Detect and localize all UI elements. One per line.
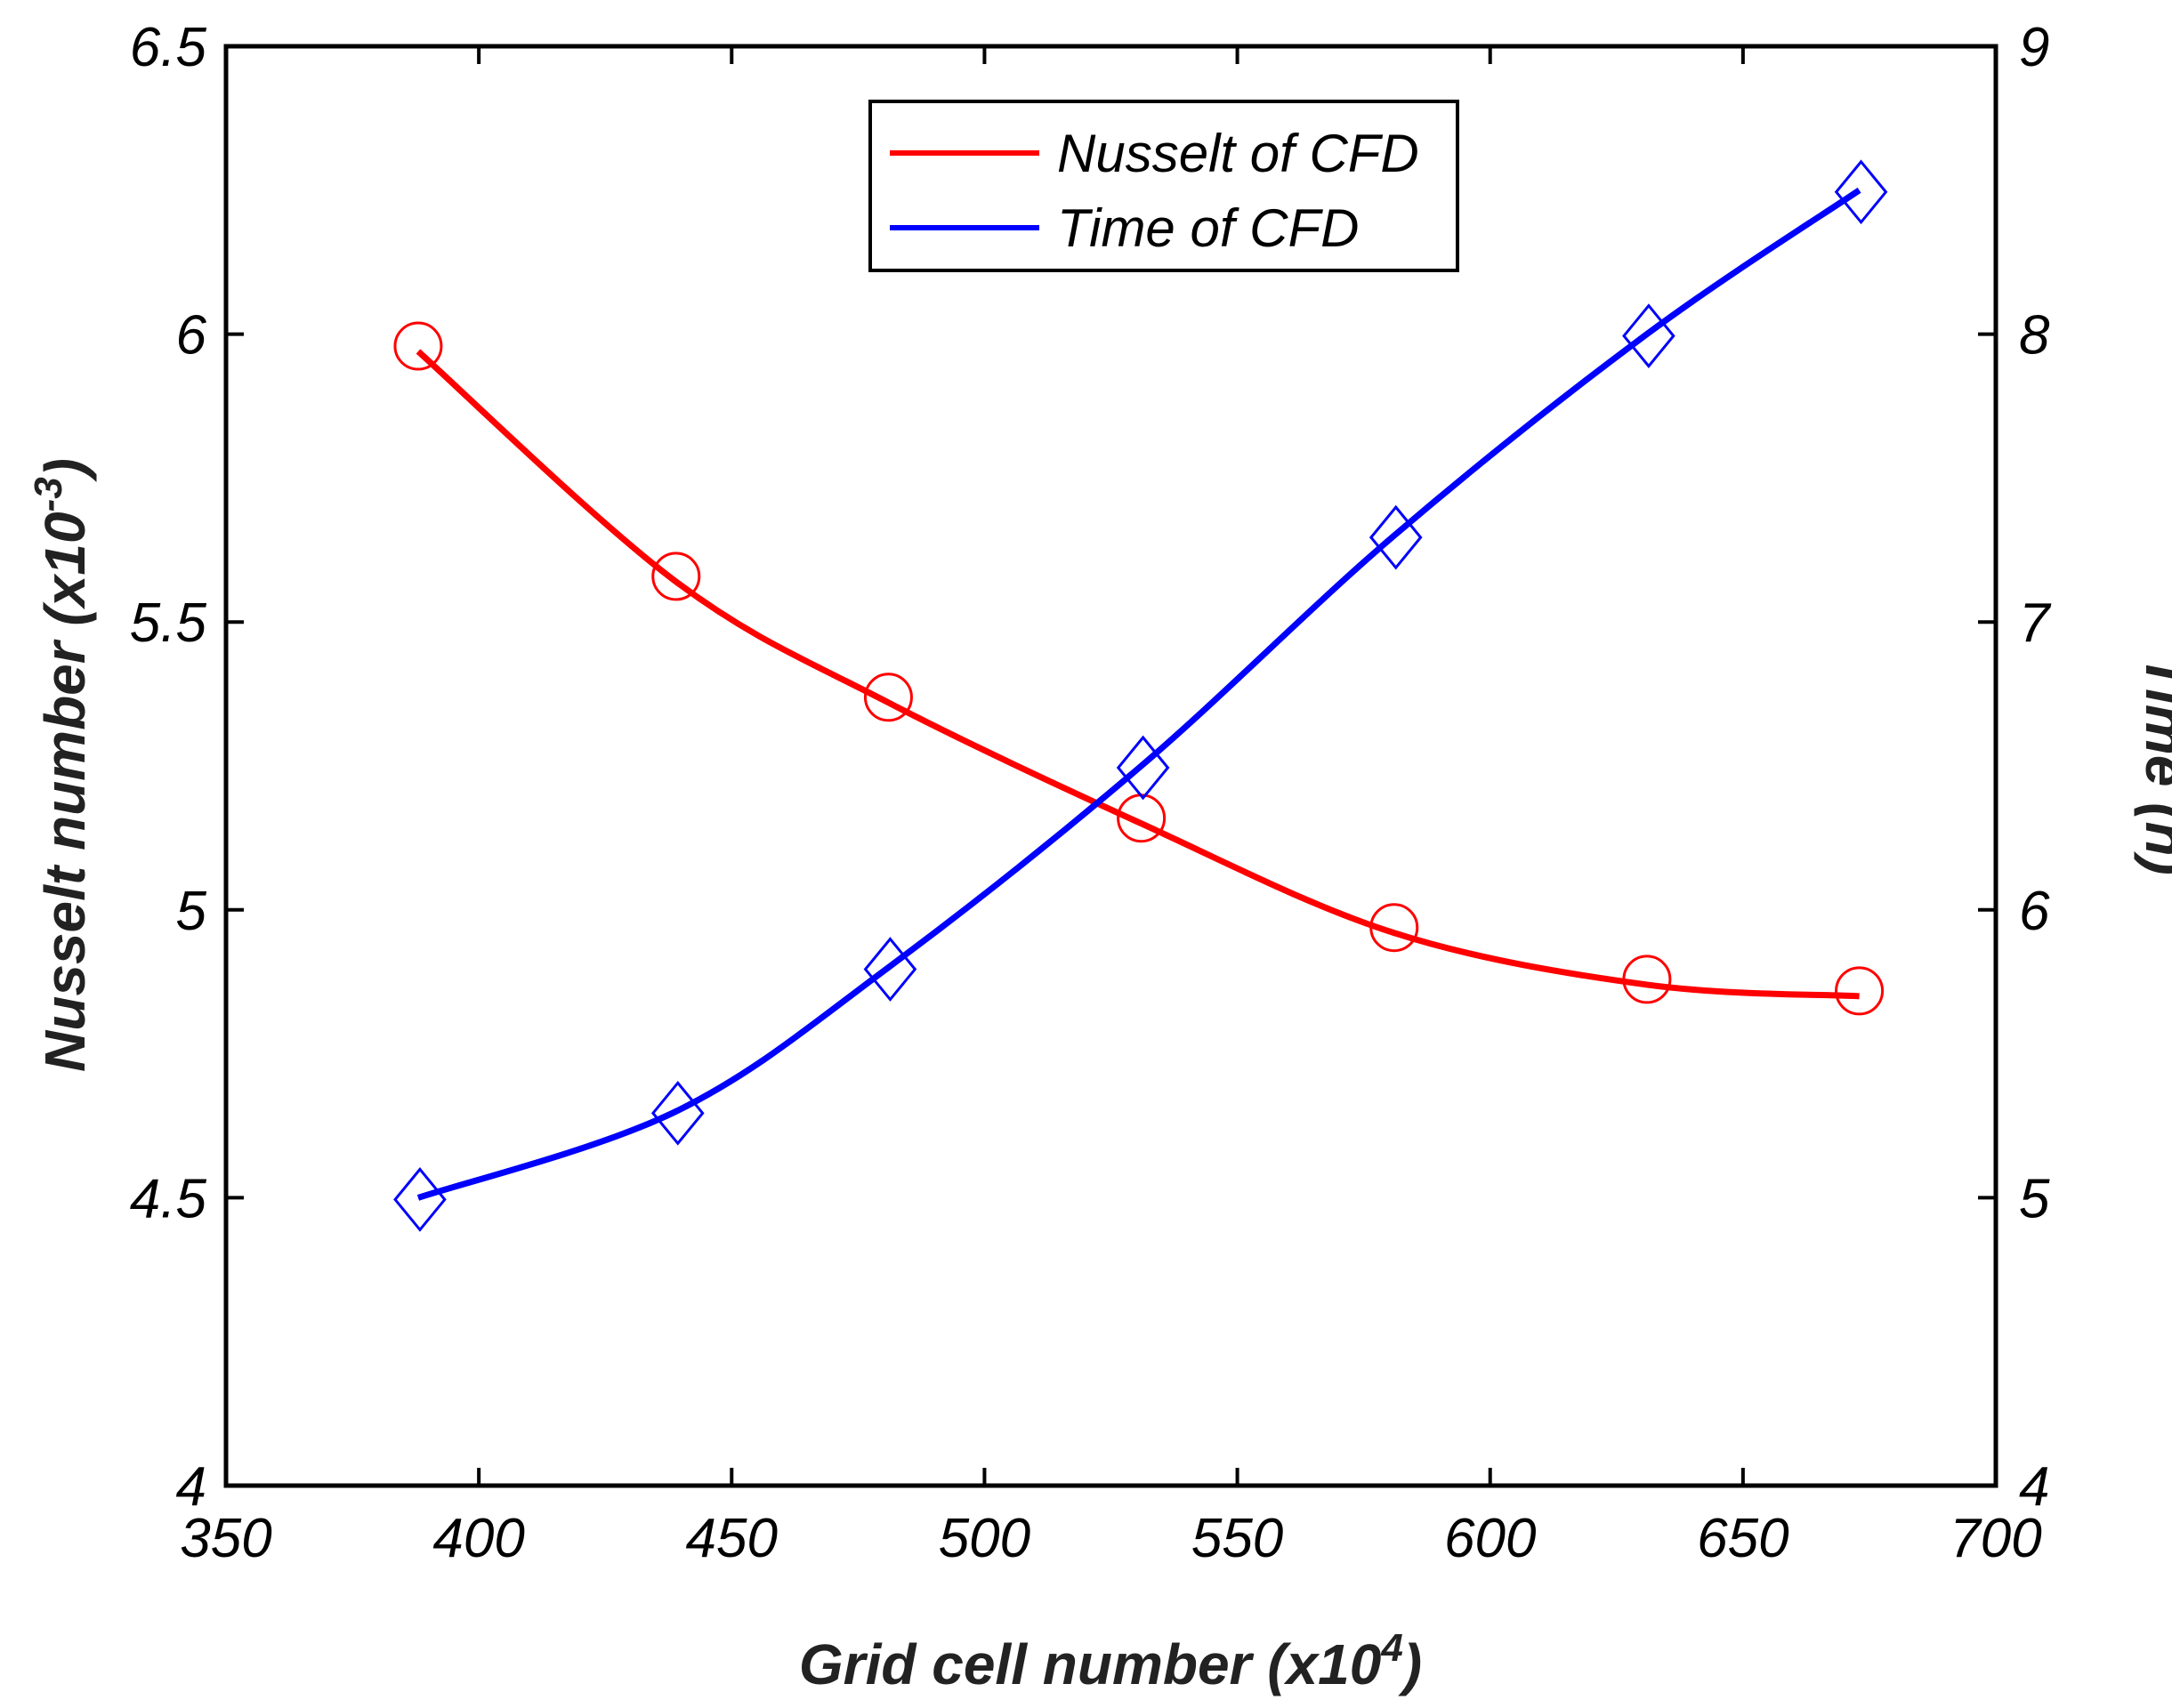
legend: Nusselt of CFD Time of CFD bbox=[868, 100, 1459, 272]
marker-nusselt-2 bbox=[863, 673, 913, 722]
x-axis-title: Grid cell number (x104) bbox=[799, 1626, 1422, 1696]
x-tick-label-700: 700 bbox=[1950, 1508, 2041, 1569]
marker-time-1 bbox=[650, 1080, 705, 1146]
y-right-tick-label-6: 6 bbox=[2019, 881, 2050, 942]
y-right-tick-label-9: 9 bbox=[2019, 17, 2049, 78]
marker-nusselt-4 bbox=[1369, 903, 1419, 953]
x-tick-label-650: 650 bbox=[1697, 1508, 1788, 1569]
x-tick-label-550: 550 bbox=[1191, 1508, 1283, 1569]
y-right-axis-title: Time (h) bbox=[2134, 655, 2172, 875]
series-line-nusselt bbox=[416, 349, 1860, 1000]
marker-time-6 bbox=[1834, 159, 1888, 225]
marker-time-5 bbox=[1622, 303, 1675, 368]
y-left-tick-label-5.5: 5.5 bbox=[130, 592, 207, 654]
marker-nusselt-6 bbox=[1835, 966, 1885, 1016]
marker-nusselt-5 bbox=[1622, 955, 1672, 1004]
y-right-tick-label-8: 8 bbox=[2019, 305, 2050, 367]
x-tick-label-500: 500 bbox=[939, 1508, 1030, 1569]
marker-time-2 bbox=[863, 937, 917, 1002]
x-tick-label-400: 400 bbox=[432, 1508, 524, 1569]
y-right-tick-label-4: 4 bbox=[2019, 1456, 2049, 1518]
marker-nusselt-0 bbox=[393, 321, 443, 371]
legend-label-nusselt: Nusselt of CFD bbox=[1057, 124, 1419, 183]
plot-area bbox=[223, 44, 1998, 1488]
y-left-tick-label-4: 4 bbox=[176, 1456, 206, 1518]
marker-nusselt-1 bbox=[651, 552, 701, 601]
series-line-time bbox=[416, 187, 1861, 1201]
marker-time-0 bbox=[393, 1167, 447, 1232]
marker-time-4 bbox=[1369, 504, 1423, 570]
y-left-axis-title: Nusselt number (x10-3) bbox=[27, 458, 97, 1072]
y-left-tick-label-6.5: 6.5 bbox=[130, 17, 207, 78]
y-left-tick-label-6: 6 bbox=[176, 305, 207, 367]
legend-label-time: Time of CFD bbox=[1057, 198, 1360, 258]
marker-time-3 bbox=[1116, 735, 1170, 801]
legend-box bbox=[868, 100, 1459, 272]
y-left-tick-label-5: 5 bbox=[176, 881, 207, 942]
x-tick-label-450: 450 bbox=[686, 1508, 778, 1569]
y-left-tick-label-4.5: 4.5 bbox=[130, 1168, 207, 1229]
y-right-tick-label-5: 5 bbox=[2019, 1168, 2050, 1229]
x-tick-label-350: 350 bbox=[180, 1508, 271, 1569]
y-right-tick-label-7: 7 bbox=[2019, 592, 2052, 654]
x-tick-label-600: 600 bbox=[1444, 1508, 1536, 1569]
